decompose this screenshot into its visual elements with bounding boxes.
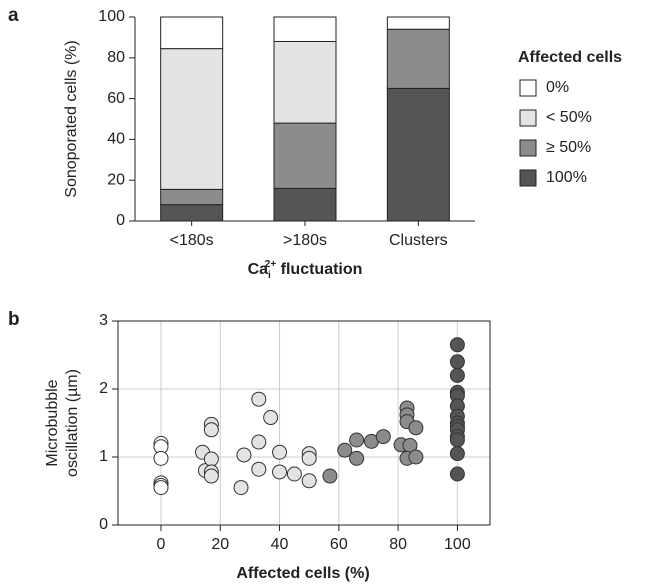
point [408,449,424,465]
point [236,447,252,463]
x-tick-label: 40 [271,536,289,553]
point [449,367,465,383]
legend-swatch [519,139,537,157]
panel-label: b [8,309,20,330]
x-axis-label: Cai2+ fluctuation [248,259,363,281]
point [153,480,169,496]
point [263,410,279,426]
legend-label: 100% [546,169,587,186]
point [272,464,288,480]
y-tick-label: 100 [98,8,125,25]
legend-swatch [519,109,537,127]
point [203,451,219,467]
x-tick-label: Clusters [389,232,448,249]
bar-segment [273,122,337,189]
point [408,420,424,436]
point [449,466,465,482]
bar-segment [386,87,450,222]
point [301,473,317,489]
plot-frame [117,320,491,526]
legend-label: ≥ 50% [546,139,591,156]
point [375,429,391,445]
label-line: Microbubble [44,379,61,466]
point [449,337,465,353]
y-tick-label: 80 [107,49,125,66]
label-sup: 2+ [265,259,277,270]
y-tick-label: 2 [99,380,108,397]
point [203,468,219,484]
point [251,434,267,450]
point [272,444,288,460]
point [322,468,338,484]
label-line: oscillation (µm) [64,369,81,477]
point [153,450,169,466]
legend-label: 0% [546,79,569,96]
bar-segment [386,16,450,30]
point [349,450,365,466]
point [449,354,465,370]
x-tick-label: 100 [444,536,471,553]
x-tick-label: >180s [283,232,327,249]
point [233,480,249,496]
y-axis-label: Microbubble oscillation (µm) [44,369,81,477]
legend-swatch [519,169,537,187]
bar-segment [386,28,450,89]
x-tick-label: <180s [170,232,214,249]
x-axis-label: Affected cells (%) [236,565,369,582]
x-tick-label: 60 [330,536,348,553]
y-tick-label: 20 [107,171,125,188]
x-tick-label: 20 [211,536,229,553]
x-tick-label: 0 [157,536,166,553]
legend-label: < 50% [546,109,592,126]
point [203,422,219,438]
y-tick-label: 0 [116,212,125,229]
legend-title: Affected cells [518,49,622,66]
panel-label: a [8,5,19,26]
point [301,450,317,466]
bar-segment [160,16,224,50]
point [449,446,465,462]
point [251,461,267,477]
bar-segment [160,188,224,206]
label-sub: i [268,270,271,281]
y-axis-label: Sonoporated cells (%) [63,40,80,197]
bar-segment [160,48,224,190]
point [337,442,353,458]
legend-swatch [519,79,537,97]
point [349,432,365,448]
y-tick-label: 1 [99,448,108,465]
bar-segment [273,16,337,42]
y-tick-label: 60 [107,90,125,107]
bar-segment [160,204,224,222]
point [286,466,302,482]
label-part: fluctuation [276,261,362,278]
label-part: Ca [248,261,269,278]
point [449,432,465,448]
bar-segment [273,40,337,124]
x-tick-label: 80 [389,536,407,553]
y-tick-label: 40 [107,131,125,148]
bar-segment [273,187,337,222]
y-tick-label: 3 [99,312,108,329]
y-tick-label: 0 [99,516,108,533]
point [251,391,267,407]
